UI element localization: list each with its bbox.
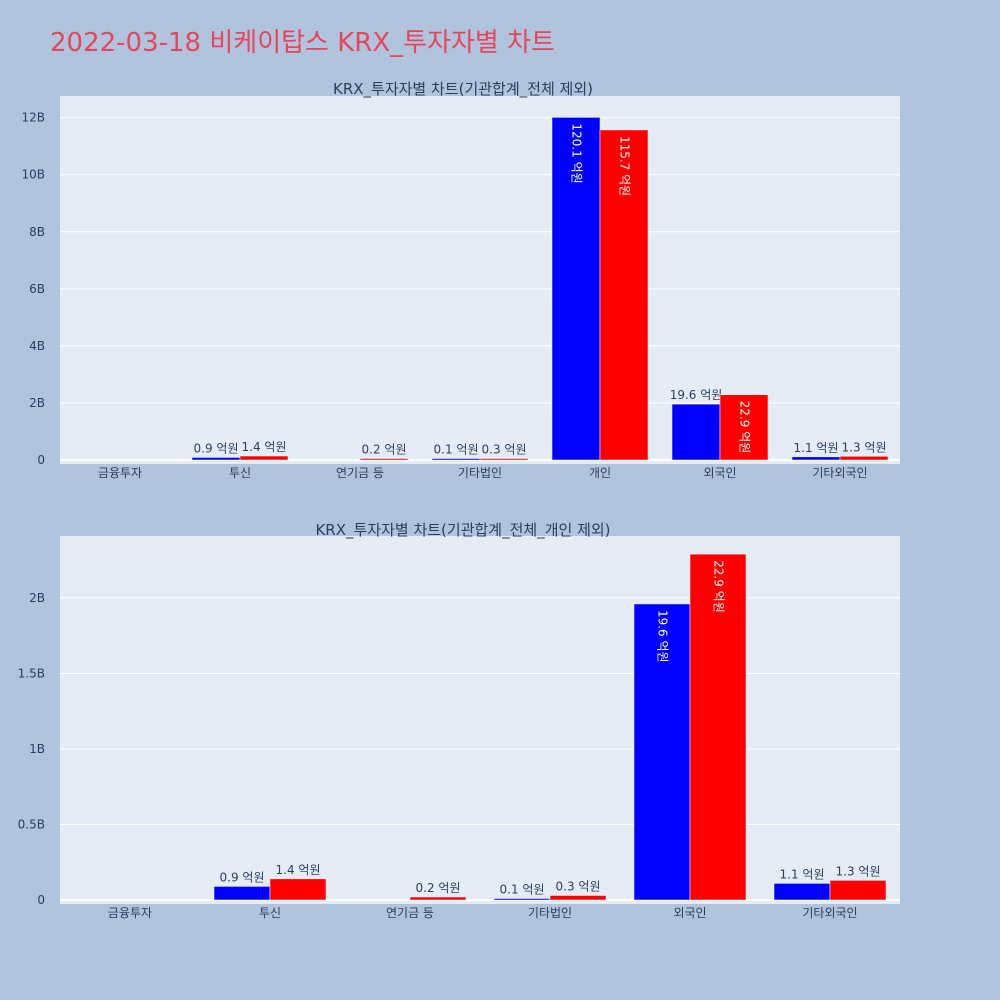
x-tick-label: 금융투자 xyxy=(108,906,152,920)
data-label: 1.4 억원 xyxy=(242,440,287,454)
x-tick-label: 연기금 등 xyxy=(336,466,384,480)
bar-sell xyxy=(839,456,889,461)
bar-buy xyxy=(493,898,551,901)
data-label: 19.6 억원 xyxy=(656,610,670,663)
bar-buy xyxy=(671,403,721,461)
y-tick-label: 6B xyxy=(29,282,45,296)
x-tick-label: 기타법인 xyxy=(458,466,502,480)
data-label: 22.9 억원 xyxy=(738,401,752,454)
data-label: 0.3 억원 xyxy=(482,443,527,457)
data-label: 0.9 억원 xyxy=(194,441,239,455)
x-tick-label: 금융투자 xyxy=(98,466,142,480)
y-tick-label: 2B xyxy=(29,396,45,410)
data-label: 0.2 억원 xyxy=(416,881,461,895)
data-label: 0.9 억원 xyxy=(220,870,265,884)
x-tick-label: 외국인 xyxy=(703,466,736,480)
bar-sell xyxy=(479,458,529,461)
x-tick-label: 기타외국인 xyxy=(812,466,867,480)
bar-buy xyxy=(431,458,481,461)
bar-buy xyxy=(791,456,841,461)
y-tick-label: 0.5B xyxy=(18,817,45,831)
data-label: 1.1 억원 xyxy=(794,441,839,455)
y-tick-label: 1B xyxy=(29,742,45,756)
chart-2: 0 0.5B 1B 1.5B 2B KRX_투자자별 차트(기관합계_전체_개인 제외) 금… xyxy=(18,521,900,920)
y-tick-label: 8B xyxy=(29,225,45,239)
x-tick-label: 투신 xyxy=(229,466,251,480)
y-tick-label: 2B xyxy=(29,591,45,605)
y-tick-label: 0 xyxy=(37,893,45,907)
data-label: 1.3 억원 xyxy=(842,440,887,454)
x-tick-label: 외국인 xyxy=(673,906,706,920)
chart-1: 0 2B 4B 6B 8B 10B 12B KRX_투자자별 차트(기관합계_전체 제외) 금융… xyxy=(21,80,900,480)
bar-buy xyxy=(551,117,601,461)
data-label: 0.1 억원 xyxy=(434,443,479,457)
bar-sell xyxy=(269,878,327,901)
y-tick-label: 10B xyxy=(21,168,45,182)
data-label: 0.1 억원 xyxy=(500,882,545,896)
bar-sell xyxy=(549,895,607,901)
data-label: 22.9 억원 xyxy=(712,560,726,613)
data-label: 115.7 억원 xyxy=(618,136,632,196)
bar-buy xyxy=(213,886,271,901)
x-tick-label: 개인 xyxy=(589,466,611,480)
y-tick-label: 0 xyxy=(37,453,45,467)
bar-sell xyxy=(719,394,769,461)
data-label: 120.1 억원 xyxy=(570,123,584,183)
data-label: 1.4 억원 xyxy=(276,863,321,877)
plot-background xyxy=(60,96,900,464)
bar-sell xyxy=(689,553,747,901)
y-tick-label: 12B xyxy=(21,111,45,125)
bar-sell xyxy=(359,458,409,461)
plot-background xyxy=(60,536,900,904)
chart-title: KRX_투자자별 차트(기관합계_전체_개인 제외) xyxy=(315,521,610,540)
data-label: 0.3 억원 xyxy=(556,879,601,893)
y-tick-label: 1.5B xyxy=(18,666,45,680)
bar-buy xyxy=(191,457,241,461)
data-label: 0.2 억원 xyxy=(362,443,407,457)
bar-sell xyxy=(829,880,887,901)
chart-title: KRX_투자자별 차트(기관합계_전체 제외) xyxy=(333,80,593,99)
data-label: 19.6 억원 xyxy=(670,388,723,402)
bar-sell xyxy=(239,455,289,461)
bar-buy xyxy=(773,883,831,901)
y-tick-label: 4B xyxy=(29,339,45,353)
bar-sell xyxy=(409,896,467,901)
data-label: 1.1 억원 xyxy=(780,867,825,881)
page-title: 2022-03-18 비케이탑스 KRX_투자자별 차트 xyxy=(50,28,555,58)
x-tick-label: 기타외국인 xyxy=(802,906,857,920)
x-tick-label: 기타법인 xyxy=(528,906,572,920)
x-tick-label: 투신 xyxy=(259,906,281,920)
bar-buy xyxy=(633,603,691,901)
x-tick-label: 연기금 등 xyxy=(386,906,434,920)
data-label: 1.3 억원 xyxy=(836,864,881,878)
bar-sell xyxy=(599,129,649,461)
